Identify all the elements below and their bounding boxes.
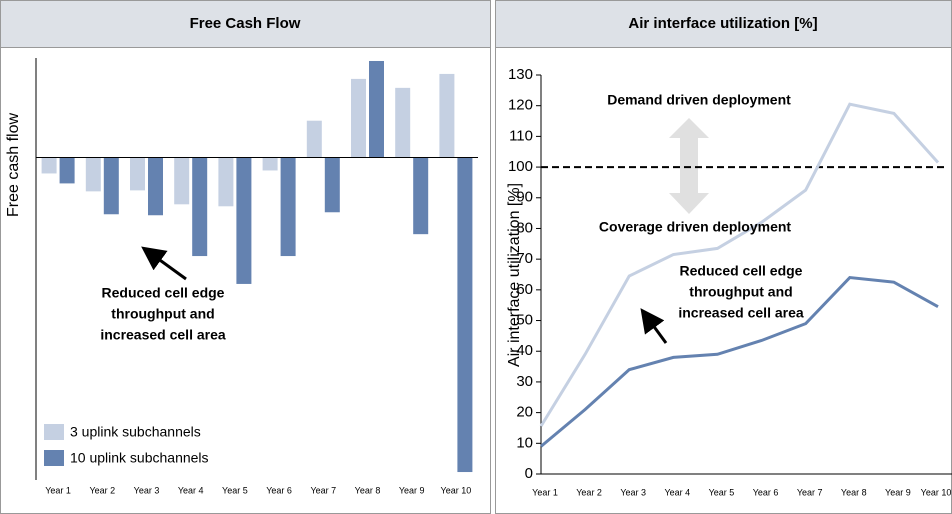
x-tick-label: Year 5	[709, 487, 735, 497]
annotation: Demand driven deployment	[607, 92, 791, 108]
bar	[457, 157, 473, 473]
x-tick-label: Year 6	[753, 487, 779, 497]
bar	[262, 157, 278, 171]
annotation-arrow	[141, 246, 187, 281]
annotation: increased cell area	[100, 327, 226, 343]
line-series	[539, 102, 940, 427]
legend-label: 10 uplink subchannels	[70, 450, 209, 466]
bar	[439, 73, 455, 158]
y-tick-label: 70	[516, 250, 533, 267]
legend-swatch	[44, 450, 64, 466]
y-tick-label: 60	[516, 281, 533, 298]
annotation-arrow	[640, 308, 668, 344]
x-tick-label: Year 8	[841, 487, 867, 497]
bar	[351, 78, 366, 158]
x-tick-label: Year 4	[664, 487, 690, 497]
y-axis-label: Free cash flow	[5, 113, 22, 217]
x-tick-label: Year 10	[921, 487, 952, 497]
x-tick-label: Year 5	[222, 485, 248, 495]
panel-header	[495, 0, 952, 48]
panel	[495, 0, 952, 514]
bar	[218, 157, 234, 207]
y-tick-label: 110	[509, 127, 533, 144]
y-tick-label: 120	[508, 97, 533, 114]
y-tick-label: 0	[525, 465, 533, 482]
x-tick-label: Year 7	[310, 485, 336, 495]
legend-label: 3 uplink subchannels	[70, 424, 201, 440]
bar	[59, 157, 75, 184]
x-tick-label: Year 3	[620, 487, 646, 497]
bar	[324, 157, 340, 213]
annotation: throughput and	[689, 284, 792, 300]
bar	[395, 87, 411, 158]
bar	[369, 60, 384, 158]
chart-title: Free Cash Flow	[190, 15, 301, 32]
annotation: increased cell area	[678, 305, 804, 321]
legend-swatch	[44, 424, 64, 440]
panel-header	[0, 0, 491, 48]
x-tick-label: Year 1	[45, 485, 71, 495]
bar	[236, 157, 252, 284]
y-tick-label: 30	[516, 373, 533, 390]
bar	[103, 157, 119, 215]
range-arrow	[669, 118, 709, 214]
y-axis-label: Air interface utilization [%]	[506, 183, 523, 367]
bar	[41, 157, 57, 174]
annotation: Coverage driven deployment	[599, 219, 792, 235]
y-tick-label: 100	[508, 158, 533, 175]
y-tick-label: 90	[516, 189, 533, 206]
x-tick-label: Year 10	[441, 485, 472, 495]
x-tick-label: Year 9	[885, 487, 911, 497]
x-tick-label: Year 4	[178, 485, 204, 495]
x-tick-label: Year 9	[399, 485, 425, 495]
annotation: Reduced cell edge	[102, 285, 225, 301]
x-tick-label: Year 1	[532, 487, 558, 497]
line-series	[540, 276, 939, 448]
bar	[148, 157, 163, 216]
y-tick-label: 130	[508, 66, 533, 83]
bar	[306, 120, 322, 158]
annotation: Reduced cell edge	[680, 263, 803, 279]
bar	[413, 157, 429, 235]
bar	[130, 157, 145, 191]
y-tick-label: 80	[516, 219, 533, 236]
bar	[280, 157, 296, 257]
bar	[85, 157, 101, 192]
y-tick-label: 20	[516, 404, 533, 421]
x-tick-label: Year 7	[797, 487, 823, 497]
chart-title: Air interface utilization [%]	[628, 15, 817, 32]
annotation: throughput and	[111, 306, 214, 322]
x-tick-label: Year 8	[355, 485, 381, 495]
x-tick-label: Year 2	[89, 485, 115, 495]
bar	[192, 157, 208, 257]
x-tick-label: Year 3	[134, 485, 160, 495]
y-tick-label: 10	[516, 434, 533, 451]
x-tick-label: Year 6	[266, 485, 292, 495]
x-tick-label: Year 2	[576, 487, 602, 497]
y-tick-label: 40	[516, 342, 533, 359]
bar	[174, 157, 190, 205]
y-tick-label: 50	[516, 312, 533, 329]
